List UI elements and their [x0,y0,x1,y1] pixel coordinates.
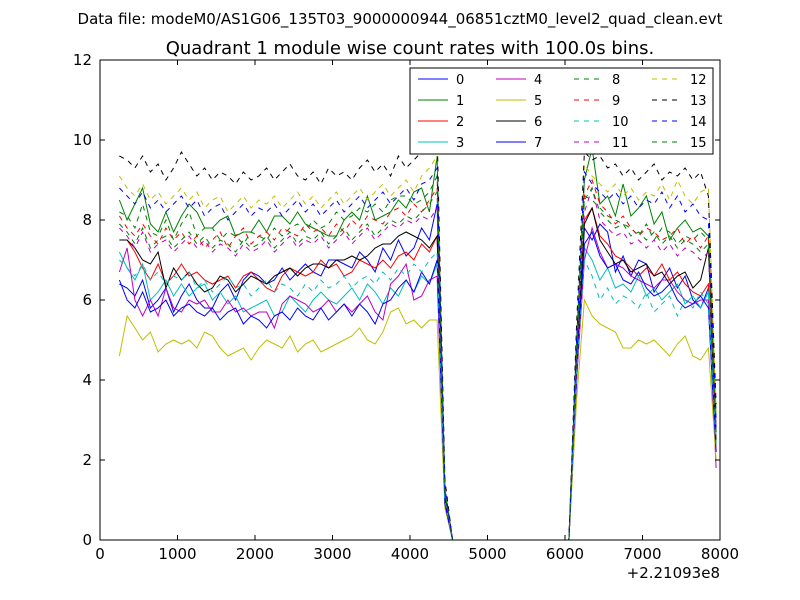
legend-label-12: 12 [690,73,707,88]
legend-label-8: 8 [612,73,620,88]
series-line-12 [118,154,717,540]
x-tick-label: 0 [95,545,105,563]
legend-label-7: 7 [534,136,542,151]
series-line-6 [119,206,717,540]
ticks-layer: 0 1000 2000 3000 4000 5000 6000 7000 80000246810… [73,51,739,563]
x-tick-label: 8000 [701,545,739,563]
legend-label-4: 4 [534,73,542,88]
series-line-8 [119,175,717,540]
legend-label-9: 9 [612,94,620,109]
series-line-13 [119,130,717,540]
series-line-4 [118,226,717,540]
legend-label-11: 11 [612,136,629,151]
chart-title: Quadrant 1 module wise count rates with … [166,38,655,59]
series-line-9 [118,178,717,540]
series-line-15 [119,186,717,540]
y-tick-label: 8 [82,211,92,229]
x-offset-label: +2.21093e8 [627,564,720,582]
legend-label-1: 1 [456,94,464,109]
series-line-10 [119,250,717,540]
y-tick-label: 0 [82,531,92,549]
x-tick-label: 7000 [623,545,661,563]
series-line-7 [118,230,717,540]
legend-label-10: 10 [612,115,629,130]
series-line-11 [119,186,717,540]
series-line-2 [119,206,717,540]
series-line-14 [119,166,717,540]
x-tick-label: 1000 [158,545,196,563]
y-tick-label: 2 [82,451,92,469]
series-line-5 [118,298,717,540]
chart-suptitle: Data file: modeM0/AS1G06_135T03_90000009… [78,10,723,29]
series-layer [118,130,717,540]
legend-label-5: 5 [534,94,542,109]
series-line-1 [118,147,717,540]
legend-label-2: 2 [456,115,464,130]
x-tick-label: 2000 [236,545,274,563]
legend-box [409,67,714,155]
y-tick-label: 4 [82,371,92,389]
x-tick-label: 5000 [468,545,506,563]
legend-label-3: 3 [456,136,464,151]
x-tick-label: 4000 [391,545,429,563]
y-tick-label: 6 [82,291,92,309]
y-tick-label: 12 [73,51,92,69]
legend-label-0: 0 [456,73,464,88]
series-line-3 [118,246,717,540]
legend-label-6: 6 [534,115,542,130]
legend-label-15: 15 [690,136,707,151]
legend-label-14: 14 [690,115,707,130]
x-tick-label: 6000 [546,545,584,563]
legend-label-13: 13 [690,94,707,109]
x-tick-label: 3000 [313,545,351,563]
y-tick-label: 10 [73,131,92,149]
